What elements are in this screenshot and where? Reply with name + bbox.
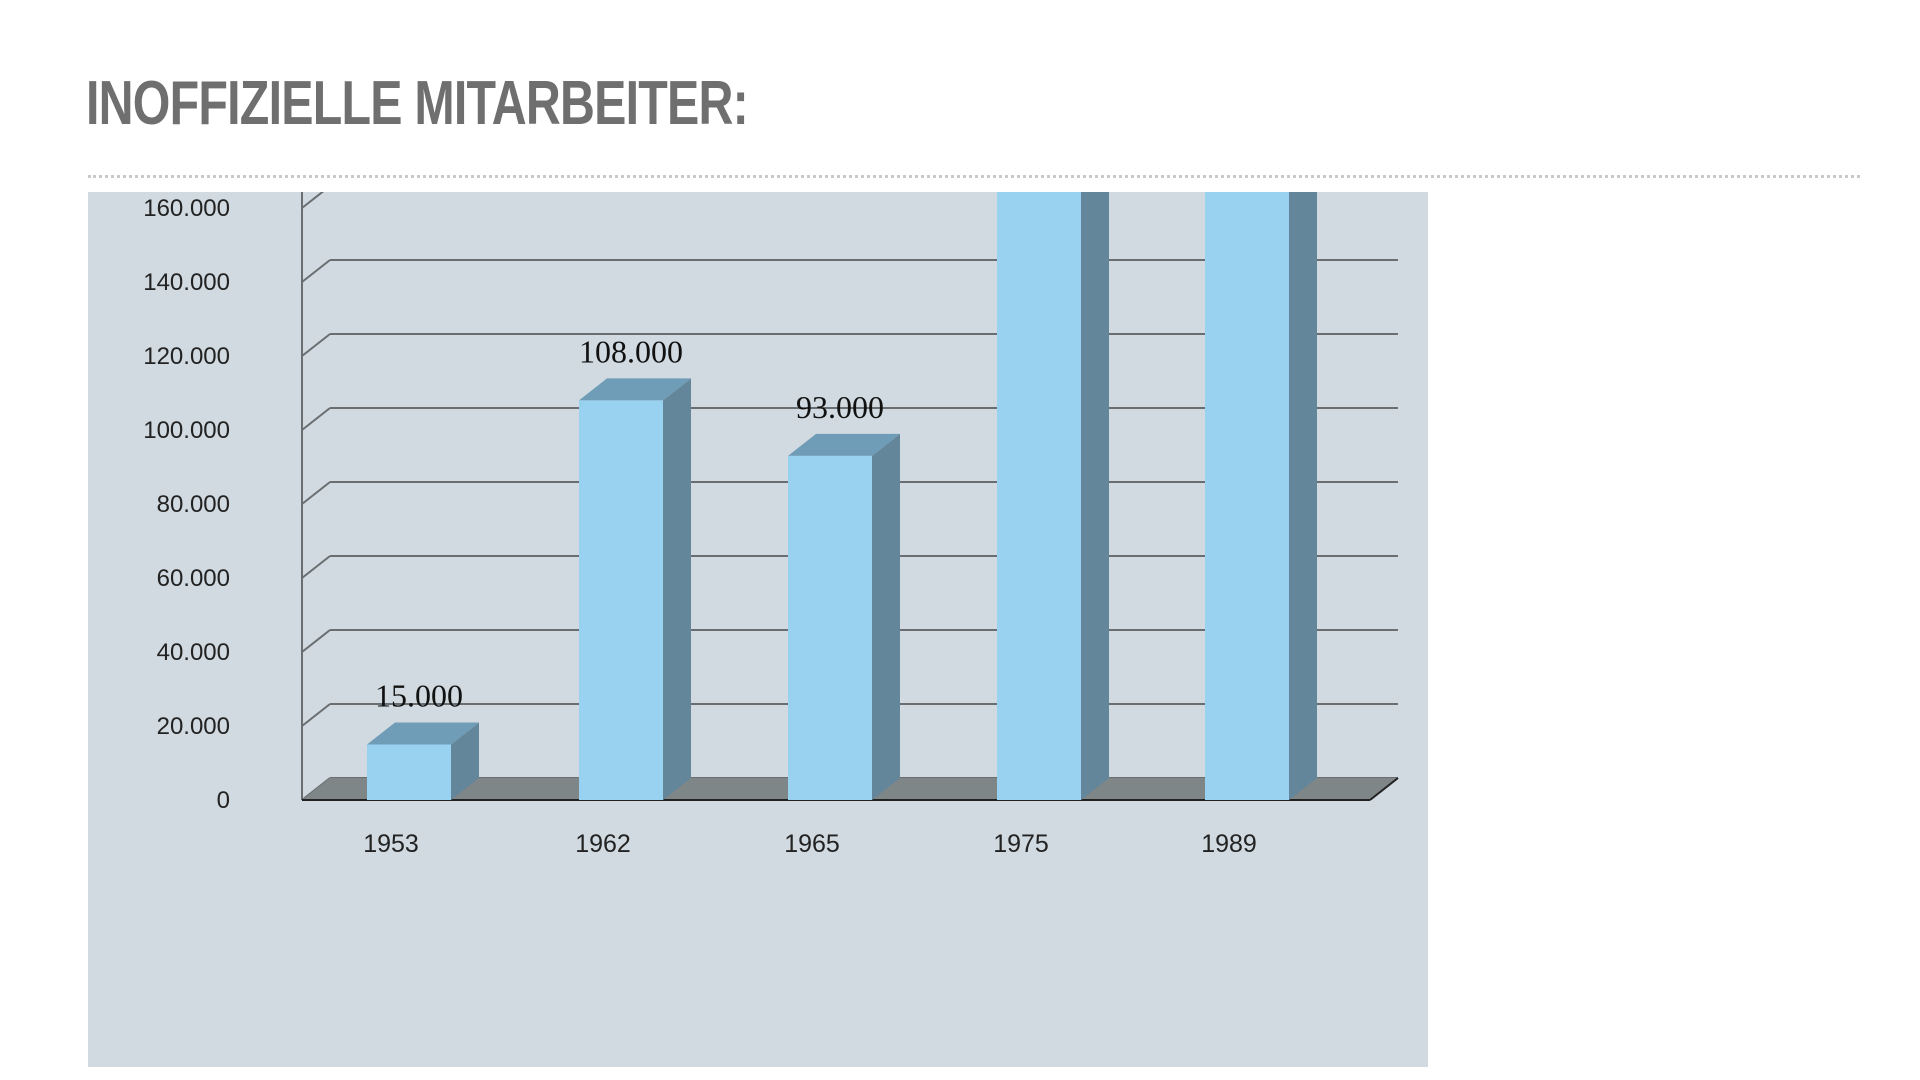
bar xyxy=(1205,192,1289,800)
bar xyxy=(788,455,872,800)
grid-connector xyxy=(301,555,331,579)
grid-connector xyxy=(301,407,331,431)
data-label: 15.000 xyxy=(375,678,463,714)
grid-connector xyxy=(301,703,331,727)
bar xyxy=(997,192,1081,800)
grid-connector xyxy=(301,629,331,653)
y-tick-label: 0 xyxy=(217,787,230,814)
bar-top xyxy=(788,433,900,456)
x-tick-label: 1989 xyxy=(1201,830,1257,858)
grid-connector xyxy=(301,333,331,357)
x-tick-label: 1975 xyxy=(993,830,1049,858)
y-tick-label: 140.000 xyxy=(143,269,230,296)
bar xyxy=(367,744,451,800)
bar-side xyxy=(872,433,900,800)
grid-connector xyxy=(301,481,331,505)
bar-chart: 0 20.000 40.000 60.000 80.000 100.000 120.000 1… xyxy=(143,192,1399,858)
bar xyxy=(579,400,663,800)
x-tick-label: 1953 xyxy=(363,830,419,858)
x-tick-label: 1962 xyxy=(575,830,631,858)
x-tick-label: 1965 xyxy=(784,830,840,858)
y-tick-label: 160.000 xyxy=(143,195,230,222)
data-label: 108.000 xyxy=(579,333,683,369)
grid-connector xyxy=(301,192,324,209)
y-tick-label: 60.000 xyxy=(157,565,230,592)
chart-panel: 0 20.000 40.000 60.000 80.000 100.000 120.000 1… xyxy=(88,192,1428,1067)
y-tick-label: 40.000 xyxy=(157,639,230,666)
grid-connector xyxy=(301,259,331,283)
y-tick-label: 100.000 xyxy=(143,417,230,444)
y-tick-label: 120.000 xyxy=(143,343,230,370)
bar-side xyxy=(1081,192,1109,800)
bar-top xyxy=(367,722,479,745)
data-label: 93.000 xyxy=(796,389,884,425)
title-divider xyxy=(88,175,1860,178)
bar-side xyxy=(663,378,691,800)
y-tick-label: 20.000 xyxy=(157,713,230,740)
bar-top xyxy=(579,378,691,401)
bar-side xyxy=(451,722,479,800)
page-title: INOFFIZIELLE MITARBEITER: xyxy=(86,69,749,138)
floor-edge xyxy=(1369,777,1399,801)
bar-side xyxy=(1289,192,1317,800)
y-tick-label: 80.000 xyxy=(157,491,230,518)
